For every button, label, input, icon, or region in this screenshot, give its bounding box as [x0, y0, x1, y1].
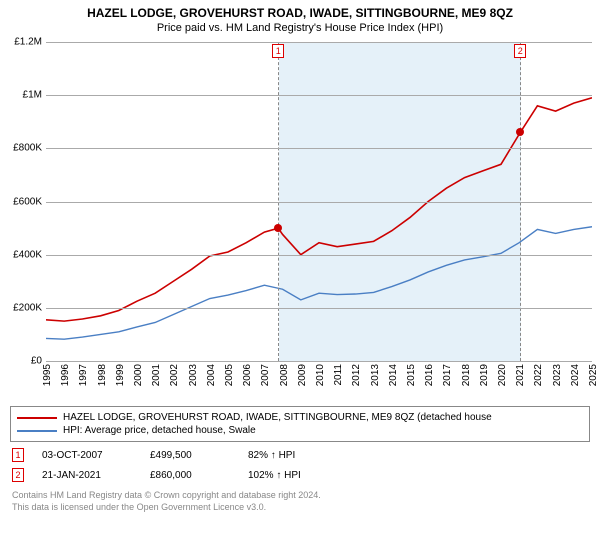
sale-marker-dot: [274, 224, 282, 232]
attribution: Contains HM Land Registry data © Crown c…: [12, 490, 588, 513]
x-tick-label: 2016: [424, 364, 435, 386]
gridline: [46, 202, 592, 203]
x-tick-label: 2017: [442, 364, 453, 386]
x-tick-label: 1998: [97, 364, 108, 386]
x-tick-label: 2023: [552, 364, 563, 386]
sale-record: 1 03-OCT-2007 £499,500 82% ↑ HPI: [12, 448, 588, 462]
gridline: [46, 255, 592, 256]
legend-swatch: [17, 417, 57, 419]
x-tick-label: 1997: [78, 364, 89, 386]
y-tick-label: £200K: [13, 302, 46, 313]
y-tick-label: £600K: [13, 196, 46, 207]
x-tick-label: 2021: [515, 364, 526, 386]
x-tick-label: 2009: [297, 364, 308, 386]
sale-record-price: £860,000: [150, 470, 230, 481]
sale-record-date: 03-OCT-2007: [42, 450, 132, 461]
legend-label: HPI: Average price, detached house, Swal…: [63, 425, 256, 436]
sale-record-pct: 82% ↑ HPI: [248, 450, 295, 461]
x-tick-label: 2001: [151, 364, 162, 386]
sale-marker-dot: [516, 128, 524, 136]
x-tick-label: 2019: [479, 364, 490, 386]
x-tick-label: 2022: [533, 364, 544, 386]
chart-subtitle: Price paid vs. HM Land Registry's House …: [0, 20, 600, 42]
sale-record-pct: 102% ↑ HPI: [248, 470, 301, 481]
gridline: [46, 148, 592, 149]
legend-swatch: [17, 430, 57, 432]
x-tick-label: 2011: [333, 364, 344, 386]
x-tick-label: 2003: [188, 364, 199, 386]
gridline: [46, 42, 592, 43]
attribution-line1: Contains HM Land Registry data © Crown c…: [12, 490, 588, 502]
legend: HAZEL LODGE, GROVEHURST ROAD, IWADE, SIT…: [10, 406, 590, 442]
sale-record-price: £499,500: [150, 450, 230, 461]
gridline: [46, 95, 592, 96]
x-tick-label: 1995: [42, 364, 53, 386]
x-tick-label: 2013: [370, 364, 381, 386]
legend-item: HPI: Average price, detached house, Swal…: [17, 424, 583, 437]
x-tick-label: 1996: [60, 364, 71, 386]
x-tick-label: 2018: [461, 364, 472, 386]
x-tick-label: 2005: [224, 364, 235, 386]
x-tick-label: 2008: [279, 364, 290, 386]
x-tick-label: 2002: [169, 364, 180, 386]
y-tick-label: £800K: [13, 143, 46, 154]
sale-record: 2 21-JAN-2021 £860,000 102% ↑ HPI: [12, 468, 588, 482]
attribution-line2: This data is licensed under the Open Gov…: [12, 502, 588, 514]
x-tick-label: 2015: [406, 364, 417, 386]
x-tick-label: 2025: [588, 364, 599, 386]
x-tick-label: 2014: [388, 364, 399, 386]
x-tick-label: 1999: [115, 364, 126, 386]
y-tick-label: £1M: [23, 90, 46, 101]
x-tick-label: 2024: [570, 364, 581, 386]
sale-marker-box: 1: [272, 44, 284, 58]
x-tick-label: 2000: [133, 364, 144, 386]
x-tick-label: 2007: [260, 364, 271, 386]
sale-record-marker: 2: [12, 468, 24, 482]
sales-records: 1 03-OCT-2007 £499,500 82% ↑ HPI 2 21-JAN-202…: [0, 448, 600, 482]
y-tick-label: £1.2M: [14, 37, 46, 48]
x-tick-label: 2020: [497, 364, 508, 386]
y-tick-label: £400K: [13, 249, 46, 260]
chart-title: HAZEL LODGE, GROVEHURST ROAD, IWADE, SIT…: [0, 0, 600, 20]
series-line: [46, 98, 592, 321]
x-axis: 1995199619971998199920002001200220032004…: [46, 362, 592, 402]
x-tick-label: 2012: [351, 364, 362, 386]
sale-record-marker: 1: [12, 448, 24, 462]
x-tick-label: 2010: [315, 364, 326, 386]
x-tick-label: 2006: [242, 364, 253, 386]
legend-item: HAZEL LODGE, GROVEHURST ROAD, IWADE, SIT…: [17, 411, 583, 424]
legend-label: HAZEL LODGE, GROVEHURST ROAD, IWADE, SIT…: [63, 412, 492, 423]
gridline: [46, 308, 592, 309]
x-tick-label: 2004: [206, 364, 217, 386]
sale-marker-box: 2: [514, 44, 526, 58]
chart-area: 12 £0£200K£400K£600K£800K£1M£1.2M: [46, 42, 592, 362]
sale-record-date: 21-JAN-2021: [42, 470, 132, 481]
